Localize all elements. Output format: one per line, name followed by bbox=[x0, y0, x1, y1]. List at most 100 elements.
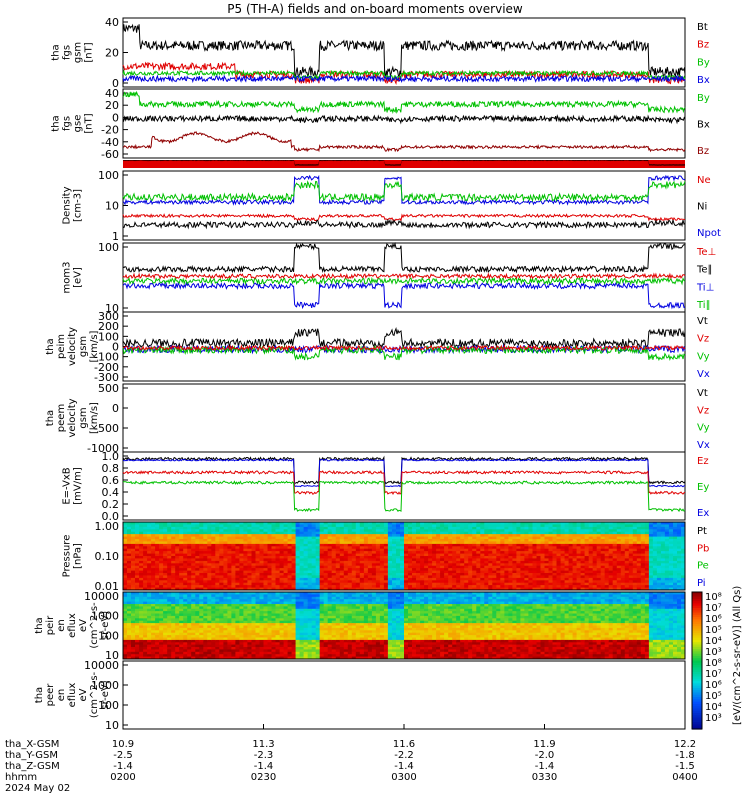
tick-label-fgs-full: 20 bbox=[105, 47, 119, 60]
ylabel-fgs-full: tha bbox=[51, 44, 62, 60]
tick-label-ion-velocity: -200 bbox=[94, 361, 119, 374]
tick-label-fgs-full: 0 bbox=[112, 77, 119, 90]
legend-Bx: Bx bbox=[697, 75, 710, 86]
colorbar-label: 10³ bbox=[705, 713, 722, 724]
colorbar-cell bbox=[692, 598, 702, 602]
colorbar-cell bbox=[692, 701, 702, 705]
xaxis-date: 2024 May 02 bbox=[5, 783, 70, 794]
tick-label-fgs-dsl: -40 bbox=[101, 136, 119, 149]
legend-Te⊥: Te⊥ bbox=[696, 247, 716, 258]
ylabel-ion-velocity: gsm bbox=[78, 336, 89, 357]
xaxis-value: 0300 bbox=[391, 772, 416, 783]
ylabel-electron-spectrogram: sr-eV) bbox=[100, 680, 111, 709]
series-Pb bbox=[122, 469, 686, 495]
ylabel-temperature: [eV] bbox=[73, 267, 84, 288]
colorbar-unit: [eV/(cm^2-s-sr-eV)] (All Qs) bbox=[732, 586, 743, 725]
ylabel-fgs-dsl: gse bbox=[73, 115, 84, 133]
colorbar-cell bbox=[692, 605, 702, 609]
ylabel-electron-velocity: tha bbox=[45, 410, 56, 426]
colorbar-cell bbox=[692, 639, 702, 643]
tick-label-electron-spectrogram: 100 bbox=[98, 699, 119, 712]
ylabel-fgs-full: fgs bbox=[62, 45, 73, 60]
colorbar-cell bbox=[692, 710, 702, 714]
tick-label-fgs-dsl: -20 bbox=[101, 124, 119, 137]
legend-Bt: Bt bbox=[697, 22, 708, 33]
panel-frame-electron-velocity bbox=[122, 383, 686, 453]
panel-frame-density bbox=[122, 170, 686, 241]
colorbar-cell bbox=[692, 713, 702, 716]
colorbar-cell bbox=[692, 667, 702, 671]
ylabel-electron-velocity: velocity bbox=[67, 398, 78, 437]
ylabel-ion-velocity: peim bbox=[56, 334, 67, 359]
ylabel-fgs-full: gsm bbox=[73, 42, 84, 63]
series-Pi bbox=[122, 458, 686, 488]
colorbar-cell bbox=[692, 621, 702, 625]
legend-Vz: Vz bbox=[697, 334, 709, 345]
series-Pt bbox=[122, 455, 686, 486]
colorbar-label: 10⁷ bbox=[705, 669, 722, 680]
colorbar-cell bbox=[692, 610, 702, 614]
colorbar-cell bbox=[692, 649, 702, 652]
ylabel-electron-spectrogram: peer bbox=[45, 683, 56, 707]
ylabel-efield: E=-VxB bbox=[62, 467, 73, 504]
colorbar-label: 10⁵ bbox=[705, 625, 722, 636]
legend-Vy: Vy bbox=[697, 423, 710, 434]
colorbar-cell bbox=[692, 687, 702, 691]
series-Bx bbox=[122, 74, 686, 84]
colorbar-cell bbox=[692, 662, 702, 666]
colorbar-cell bbox=[692, 715, 702, 719]
legend-Ex: Ex bbox=[697, 508, 709, 519]
xaxis-value: -1.4 bbox=[113, 761, 133, 772]
colorbar-cell bbox=[692, 671, 702, 675]
ylabel-electron-spectrogram: eflux bbox=[67, 683, 78, 708]
series-By2 bbox=[122, 90, 686, 115]
ylabel-ion-spectrogram: peir bbox=[45, 615, 56, 635]
ylabel-fgs-full: [nT] bbox=[84, 42, 95, 62]
electron-spectrogram-image bbox=[123, 592, 686, 660]
ylabel-efield: [mV/m] bbox=[73, 467, 84, 505]
tick-label-electron-velocity: -1000 bbox=[87, 442, 119, 455]
colorbar-label: 10⁷ bbox=[705, 603, 722, 614]
legend-Ey: Ey bbox=[697, 482, 709, 493]
legend-Vz: Vz bbox=[697, 405, 709, 416]
tick-label-temperature: 10 bbox=[105, 302, 119, 315]
colorbar-cell bbox=[692, 601, 702, 605]
legend-Vx: Vx bbox=[697, 369, 710, 380]
series-Vy bbox=[122, 276, 686, 286]
xaxis-value: 10.9 bbox=[112, 739, 134, 750]
xaxis-value: 0200 bbox=[110, 772, 135, 783]
ylabel-density: [cm-3] bbox=[73, 189, 84, 222]
legend-Vy: Vy bbox=[697, 351, 710, 362]
tick-label-pressure: 0.10 bbox=[95, 550, 120, 563]
series-Te-perp bbox=[122, 213, 686, 223]
colorbar-cell bbox=[692, 694, 702, 698]
colorbar-cell bbox=[692, 603, 702, 607]
series-Bx2 bbox=[122, 114, 686, 125]
xaxis-value: 0230 bbox=[251, 772, 276, 783]
colorbar-cell bbox=[692, 690, 702, 694]
colorbar-cell bbox=[692, 635, 702, 639]
xaxis-value: -2.2 bbox=[394, 750, 414, 761]
panel-frame-efield bbox=[122, 451, 686, 521]
tick-label-electron-velocity: 500 bbox=[98, 382, 119, 395]
legend-Vt: Vt bbox=[697, 388, 708, 399]
colorbar-label: 10⁸ bbox=[705, 592, 722, 603]
ylabel-ion-velocity: velocity bbox=[67, 327, 78, 366]
xaxis-value: -2.0 bbox=[535, 750, 555, 761]
legend-Vt: Vt bbox=[697, 316, 708, 327]
panel-frame-fgs-dsl bbox=[122, 88, 686, 159]
colorbar-cell bbox=[692, 676, 702, 680]
legend-Ez: Ez bbox=[697, 456, 709, 467]
tick-label-ion-velocity: 200 bbox=[98, 320, 119, 333]
colorbar-label: 10⁵ bbox=[705, 691, 722, 702]
colorbar-cell bbox=[692, 685, 702, 689]
ylabel-temperature: mom3 bbox=[62, 262, 73, 294]
ylabel-fgs-dsl: [nT] bbox=[84, 113, 95, 133]
colorbar-cell bbox=[692, 726, 702, 730]
xaxis-row-label: hhmm bbox=[5, 772, 37, 783]
colorbar-cell bbox=[692, 646, 702, 650]
tick-label-temperature: 100 bbox=[98, 241, 119, 254]
colorbar-cell bbox=[692, 651, 702, 655]
xaxis-value: 11.6 bbox=[393, 739, 415, 750]
